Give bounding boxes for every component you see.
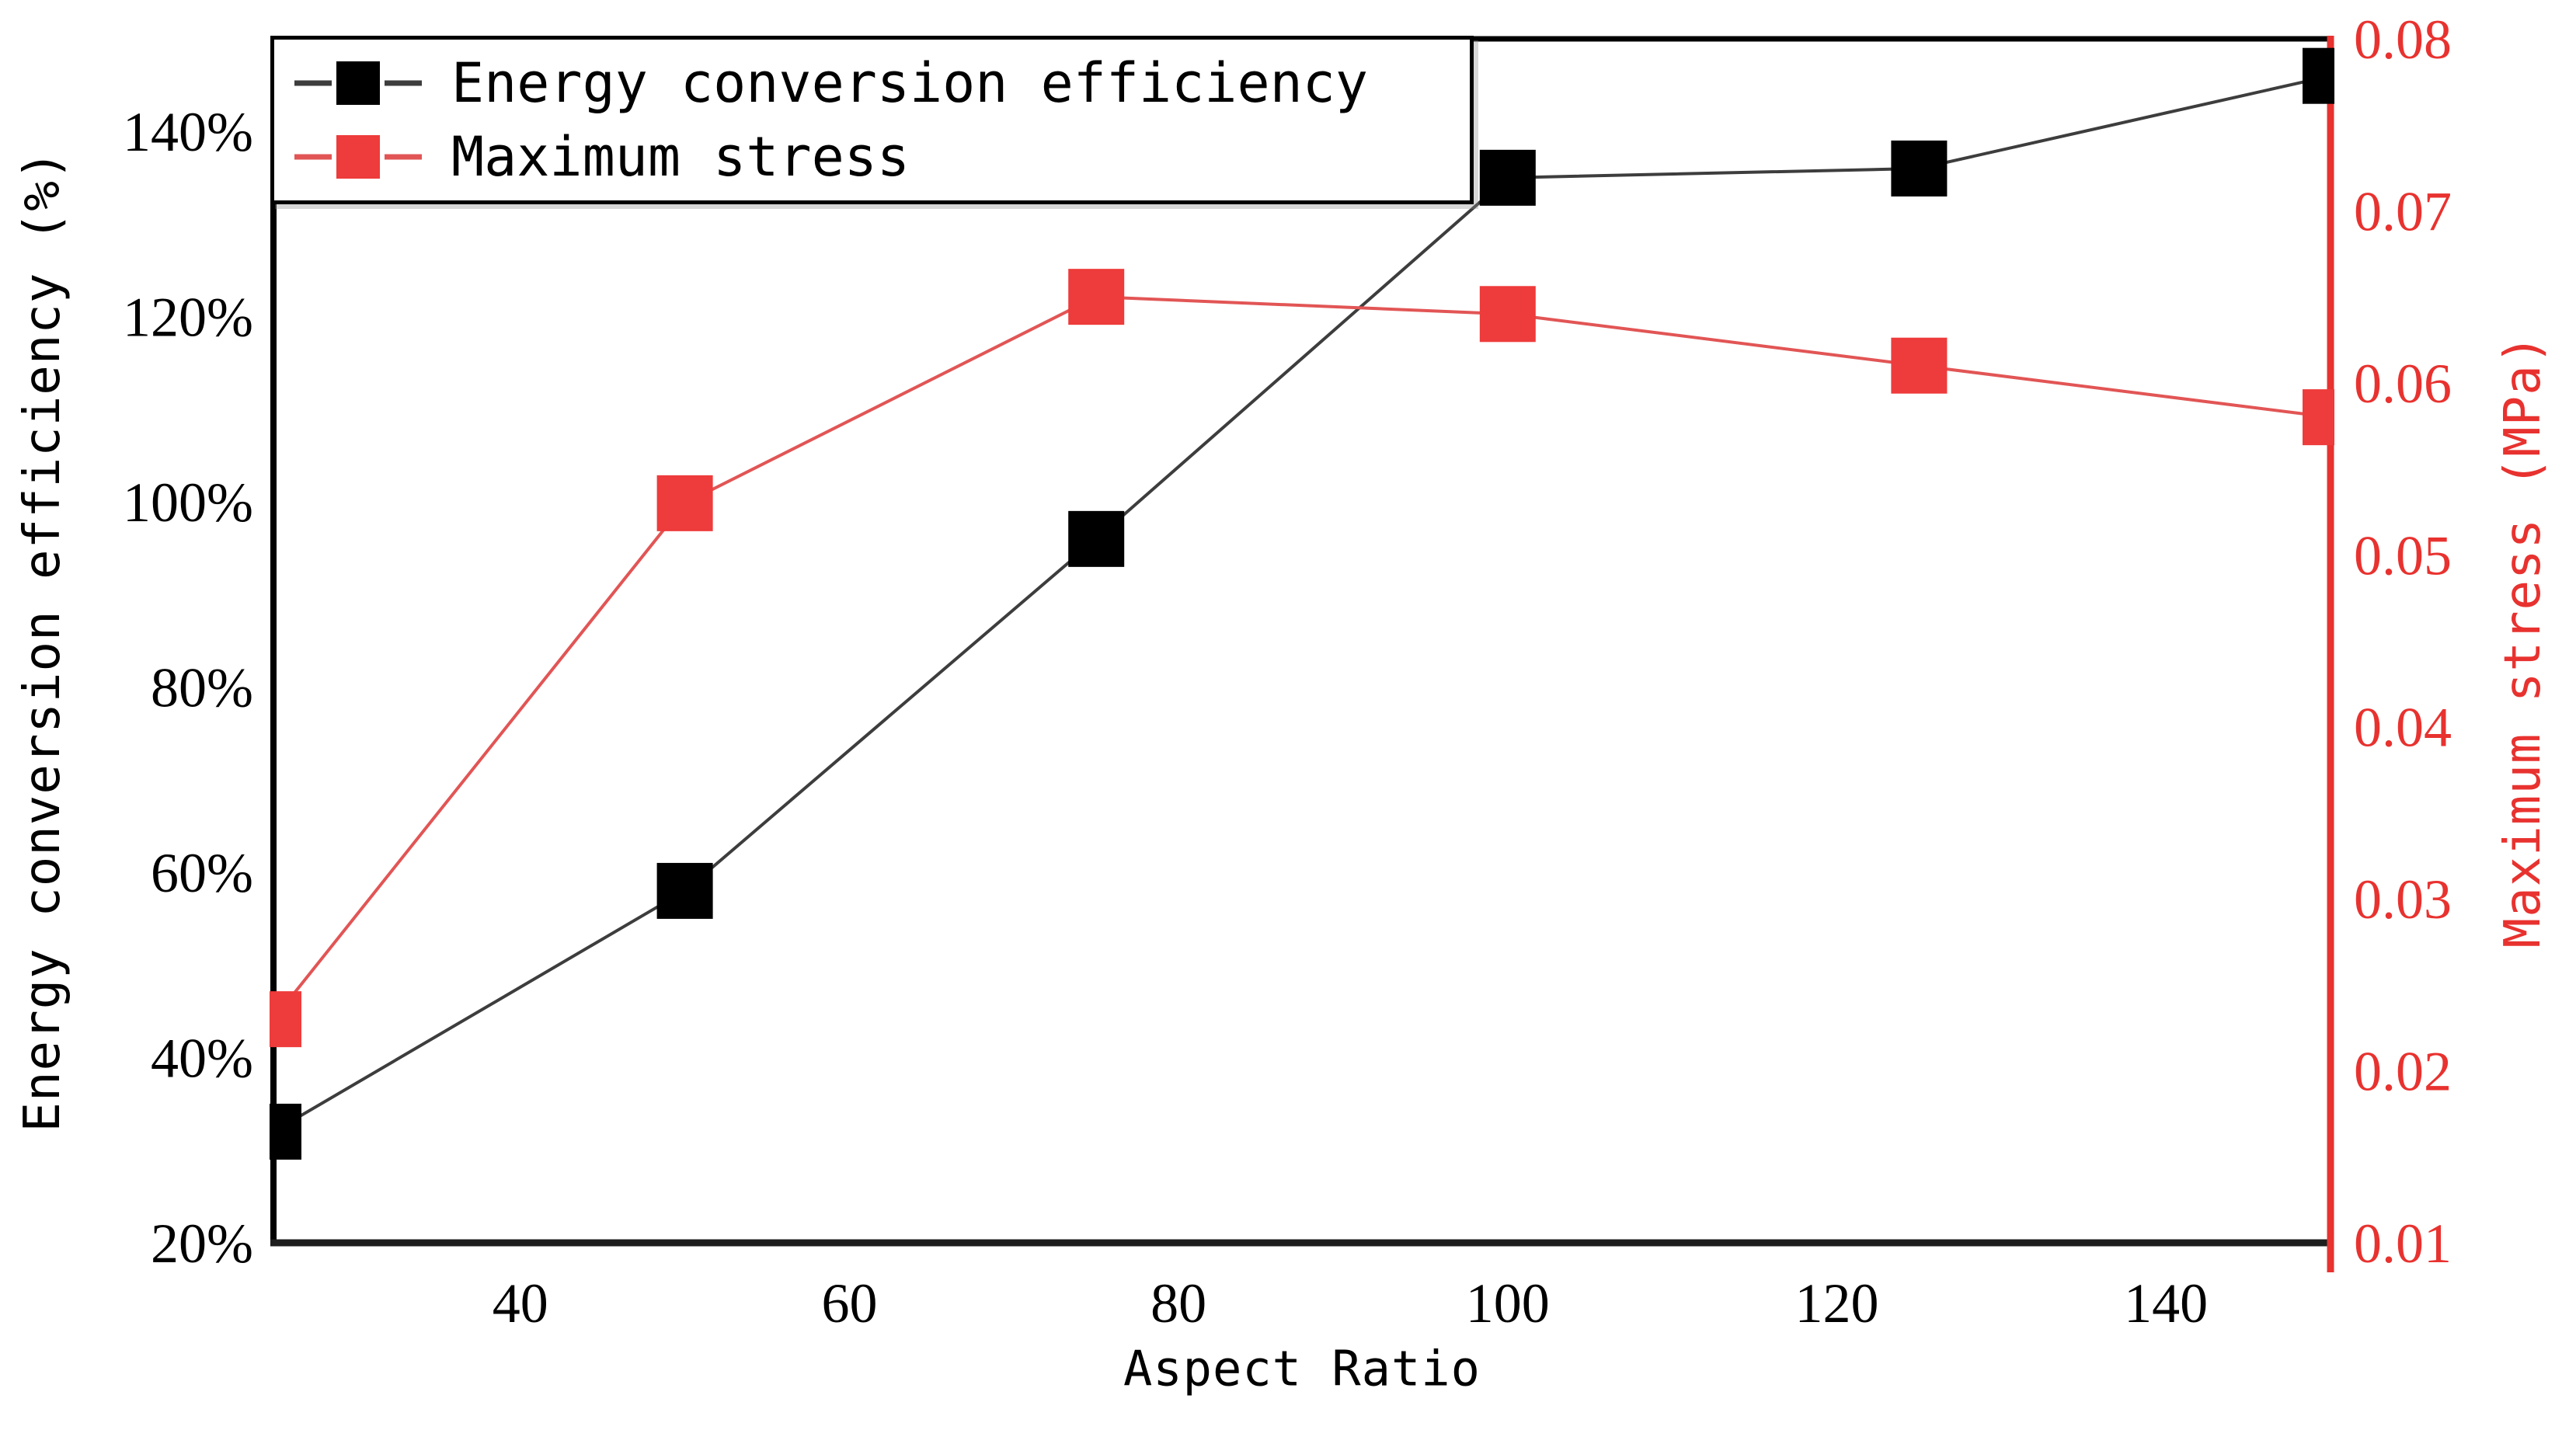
data-point-efficiency-x25 xyxy=(270,1103,301,1160)
data-point-stress-x150 xyxy=(2303,389,2334,446)
right-axis-tick-label: 0.07 xyxy=(2354,180,2452,242)
data-point-stress-x125 xyxy=(1891,337,1948,394)
legend-entry-label: Maximum stress xyxy=(451,124,910,189)
legend-marker-sample xyxy=(294,61,422,106)
right-axis-tick-label: 0.04 xyxy=(2354,697,2452,759)
right-axis-tick-label: 0.05 xyxy=(2354,524,2452,586)
legend-entry: Maximum stress xyxy=(291,127,1470,186)
left-axis-title: Energy conversion efficiency (%) xyxy=(14,149,71,1133)
left-axis-tick-label: 40% xyxy=(151,1028,253,1090)
legend-entry-label: Energy conversion efficiency xyxy=(451,51,1369,116)
x-axis-title: Aspect Ratio xyxy=(1123,1340,1481,1397)
right-axis-tick-label: 0.06 xyxy=(2354,353,2452,415)
left-axis-tick-label: 80% xyxy=(151,657,253,719)
x-axis-tick-label: 120 xyxy=(1794,1272,1878,1334)
data-point-efficiency-x100 xyxy=(1479,149,1536,206)
x-axis-tick-label: 140 xyxy=(2124,1272,2208,1334)
right-axis-tick-label: 0.08 xyxy=(2354,9,2452,71)
right-axis-tick-label: 0.03 xyxy=(2354,868,2452,931)
data-point-stress-x25 xyxy=(270,991,301,1048)
data-point-efficiency-x125 xyxy=(1891,140,1948,197)
left-axis-tick-label: 20% xyxy=(151,1213,253,1275)
x-axis-tick-label: 40 xyxy=(493,1272,548,1334)
data-point-efficiency-x150 xyxy=(2303,47,2334,104)
plot-area xyxy=(270,47,2334,1160)
legend-marker-sample xyxy=(294,134,422,179)
series-line-efficiency xyxy=(272,74,2331,1133)
left-axis-tick-label: 140% xyxy=(123,101,253,163)
right-axis-tick-label: 0.01 xyxy=(2354,1213,2452,1275)
x-axis-tick-label: 100 xyxy=(1466,1272,1550,1334)
data-point-efficiency-x75 xyxy=(1068,510,1125,567)
data-point-stress-x50 xyxy=(656,475,713,531)
left-axis-tick-label: 120% xyxy=(123,287,253,349)
left-axis-tick-label: 100% xyxy=(123,471,253,534)
data-point-efficiency-x50 xyxy=(656,862,713,919)
data-point-stress-x100 xyxy=(1479,286,1536,343)
x-axis-tick-label: 60 xyxy=(821,1272,877,1334)
legend: Energy conversion efficiency Maximum stre… xyxy=(270,36,1474,204)
series-line-stress xyxy=(272,295,2331,1021)
x-axis-tick-label: 80 xyxy=(1150,1272,1206,1334)
left-axis-tick-label: 60% xyxy=(151,842,253,904)
right-axis-tick-label: 0.02 xyxy=(2354,1041,2452,1103)
right-axis-title: Maximum stress (MPa) xyxy=(2494,333,2552,948)
legend-entry: Energy conversion efficiency xyxy=(291,54,1470,113)
data-point-stress-x75 xyxy=(1068,269,1125,325)
